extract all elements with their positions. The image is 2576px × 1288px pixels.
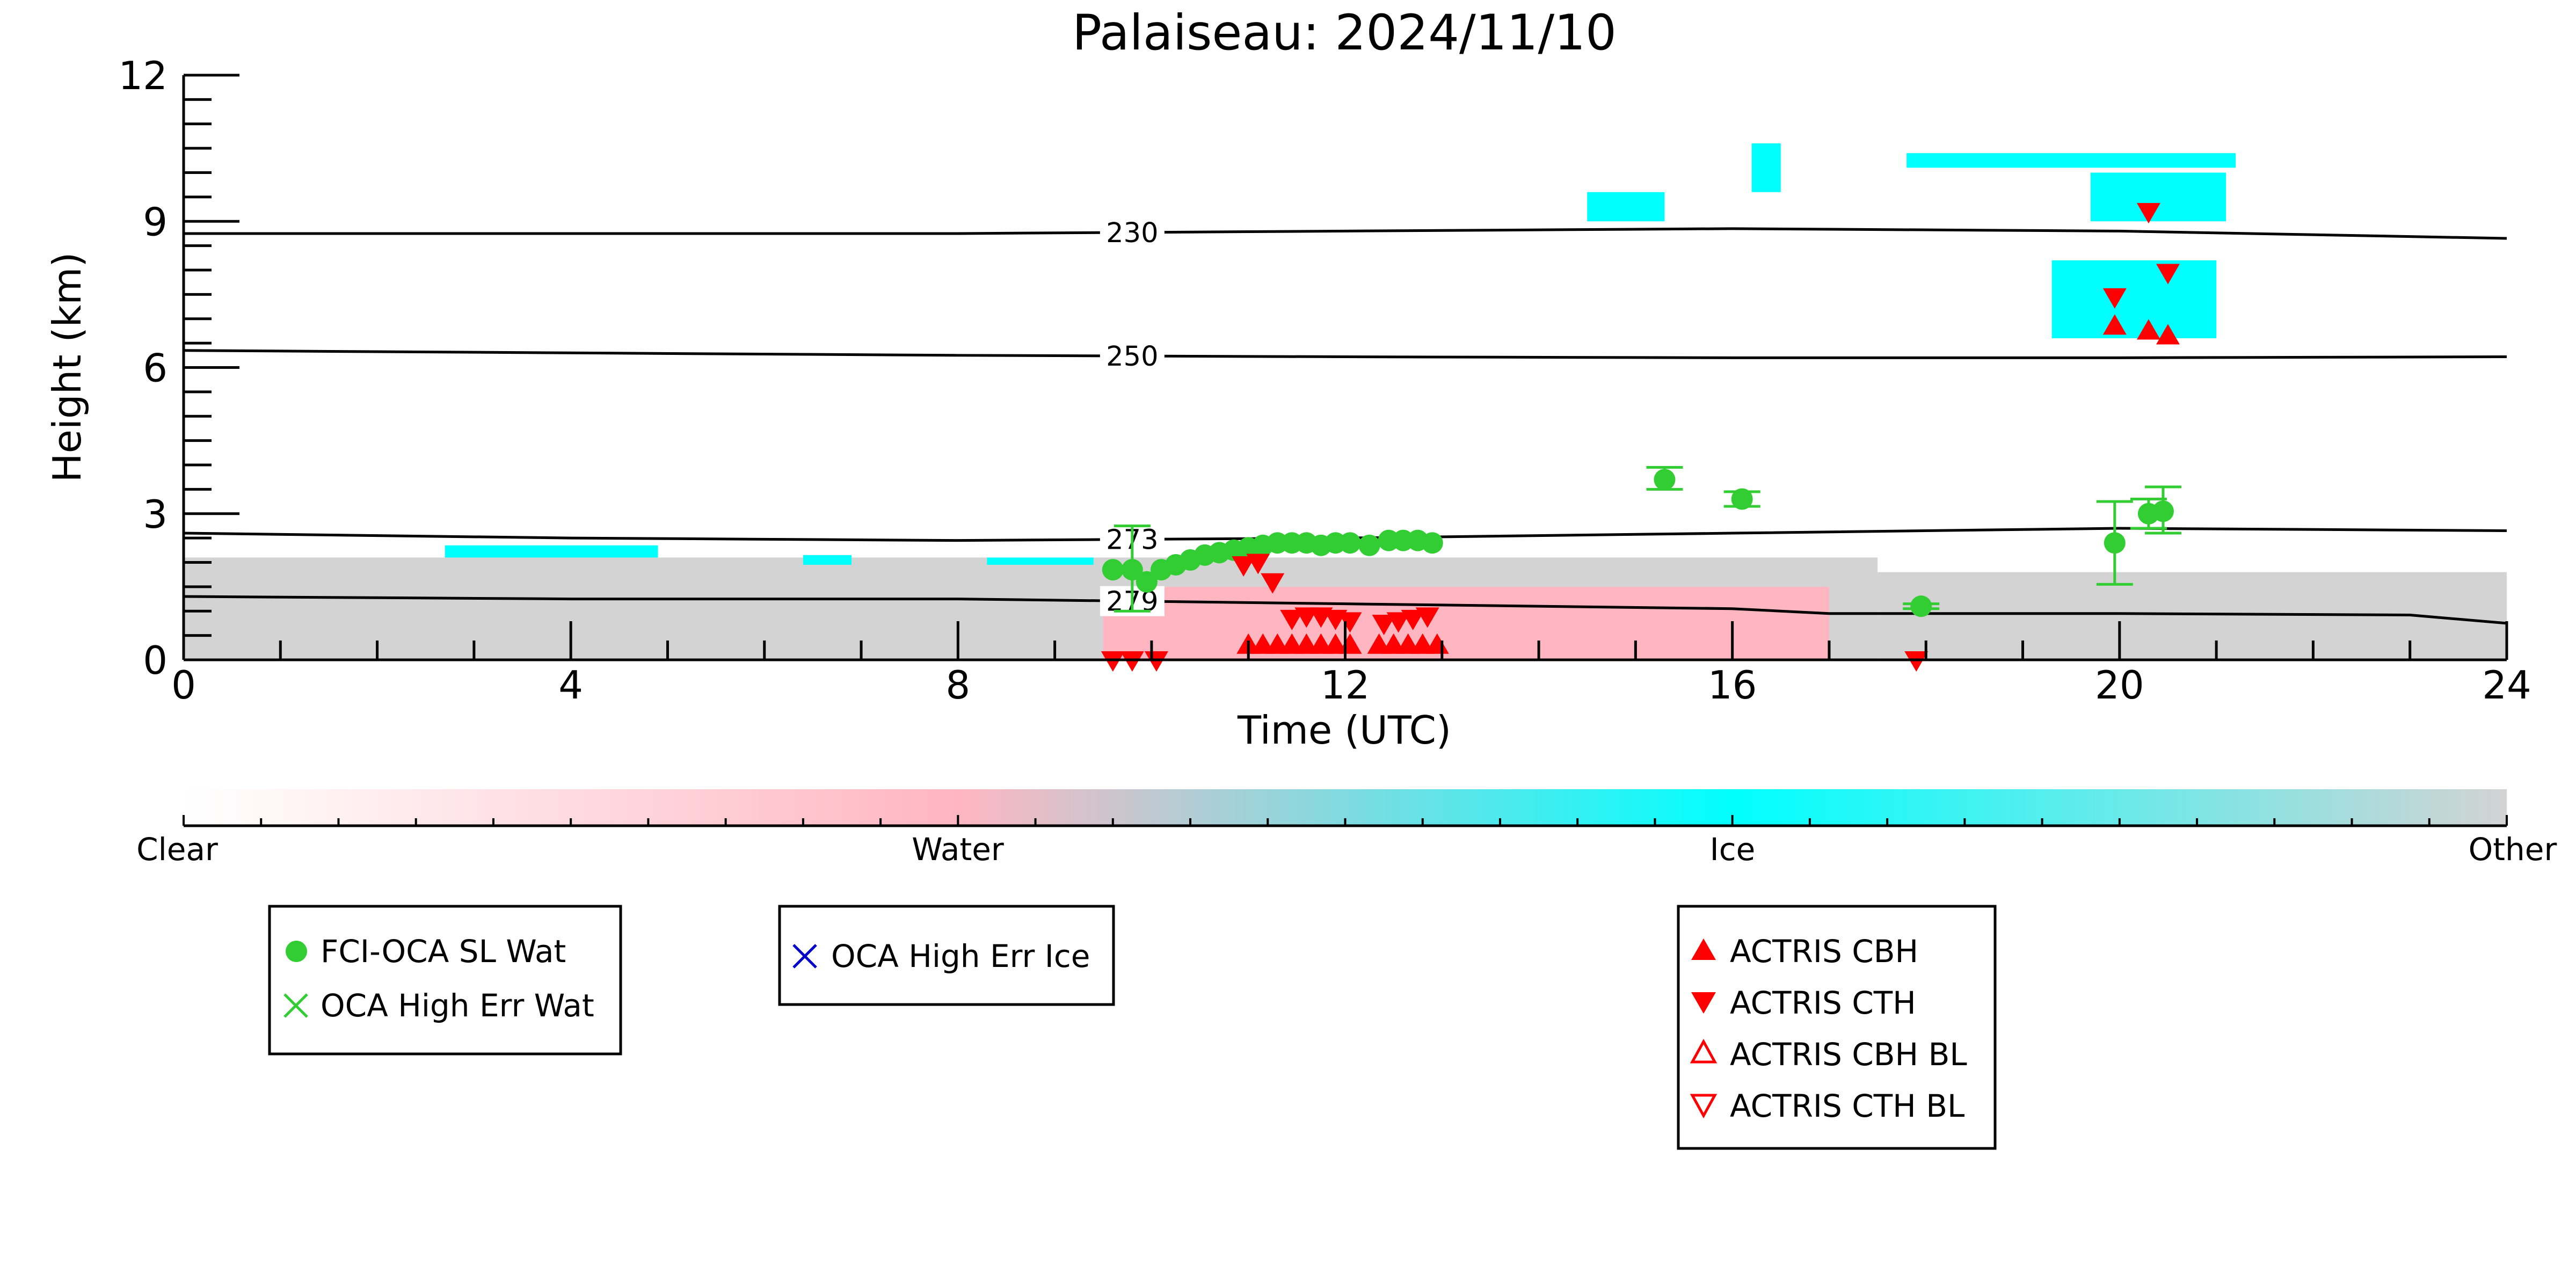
legend-box xyxy=(1677,905,1997,1150)
legend-label: OCA High Err Wat xyxy=(321,987,594,1024)
region-ice xyxy=(1906,153,2236,168)
legend-box xyxy=(778,905,1115,1006)
x-tick-label: 8 xyxy=(945,663,970,708)
contour-line xyxy=(184,595,2507,625)
marker-triangle-down xyxy=(2102,288,2127,309)
marker-triangle-down xyxy=(1280,609,1304,630)
legend-label: ACTRIS CTH xyxy=(1730,985,1916,1021)
x-tick-labels: 0 4 8 12 16 20 24 xyxy=(171,663,2531,708)
data-markers xyxy=(1101,203,2180,672)
legend-marker-open-triangle-up xyxy=(1690,1038,1718,1064)
region-ice xyxy=(987,557,1094,565)
marker-circle xyxy=(1358,534,1380,556)
contour-label: 250 xyxy=(1106,341,1158,373)
marker-triangle-down xyxy=(1246,554,1270,574)
x-tick-label: 0 xyxy=(171,663,196,708)
marker-circle xyxy=(1121,559,1143,581)
marker-triangle-up xyxy=(2136,319,2160,340)
marker-circle xyxy=(2104,532,2126,554)
x-axis-label: Time (UTC) xyxy=(1237,708,1451,753)
marker-triangle-down xyxy=(1101,651,1125,672)
marker-circle xyxy=(2152,500,2174,522)
legend-marker-x xyxy=(283,993,308,1018)
x-tick-label: 20 xyxy=(2095,663,2144,708)
colorbar-label-water: Water xyxy=(912,831,1004,868)
contour-line xyxy=(184,349,2507,359)
colorbar-label-clear: Clear xyxy=(136,831,218,868)
region-ice xyxy=(2051,260,2217,339)
marker-circle xyxy=(1421,532,1443,554)
y-axis-label: Height (km) xyxy=(45,252,90,483)
marker-triangle-down xyxy=(1144,651,1168,672)
classification-regions xyxy=(184,143,2507,660)
region-ice xyxy=(2090,172,2226,222)
region-ice xyxy=(1587,192,1665,222)
x-tick-label: 4 xyxy=(558,663,583,708)
marker-triangle-down xyxy=(2156,264,2180,285)
legend-oca-water: FCI-OCA SL Wat OCA High Err Wat xyxy=(268,905,622,1056)
x-tick-label: 12 xyxy=(1321,663,1370,708)
legend-marker-x xyxy=(792,944,817,969)
marker-triangle-down xyxy=(2136,203,2160,224)
contour-line xyxy=(184,227,2507,240)
marker-circle xyxy=(1339,532,1361,554)
legend-box xyxy=(268,905,622,1056)
chart-title: Palaiseau: 2024/11/10 xyxy=(1072,5,1617,61)
marker-triangle-down xyxy=(1401,609,1425,630)
contour-label-bg xyxy=(1100,217,1165,248)
region-water xyxy=(1103,586,1829,660)
legend-marker-open-triangle-down xyxy=(1690,1094,1718,1119)
legend-oca-ice: OCA High Err Ice xyxy=(778,905,1115,1006)
colorbar-ticks xyxy=(183,815,2508,826)
legend-label: FCI-OCA SL Wat xyxy=(321,933,566,970)
legend-label: ACTRIS CBH BL xyxy=(1730,1036,1967,1073)
marker-triangle-down xyxy=(1338,612,1362,633)
y-tick-label: 3 xyxy=(143,492,168,537)
y-tick-label: 9 xyxy=(143,199,168,244)
y-tick-label: 12 xyxy=(118,53,168,98)
marker-triangle-down xyxy=(1904,651,1929,672)
region-ice xyxy=(445,545,658,558)
y-tick-label: 0 xyxy=(143,638,168,683)
contour-label: 230 xyxy=(1106,217,1158,249)
legend-marker-filled-triangle-down xyxy=(1691,992,1716,1014)
marker-triangle-down xyxy=(1415,607,1439,628)
marker-triangle-down xyxy=(1372,614,1396,635)
marker-triangle-down xyxy=(1120,651,1144,672)
marker-circle xyxy=(1731,488,1753,510)
marker-triangle-up xyxy=(2102,314,2127,335)
y-tick-labels: 0 3 6 9 12 xyxy=(118,53,168,683)
legend-marker-filled-circle xyxy=(286,941,307,962)
region-ice xyxy=(1751,143,1781,192)
x-tick-label: 24 xyxy=(2482,663,2531,708)
marker-circle xyxy=(1136,571,1158,593)
colorbar: Clear Water Ice Other xyxy=(136,789,2557,868)
legend-actris: ACTRIS CBH ACTRIS CTH ACTRIS CBH BL ACTR… xyxy=(1677,905,1997,1150)
contour-label-bg xyxy=(1100,341,1165,372)
y-tick-label: 6 xyxy=(143,346,168,391)
region-ice xyxy=(803,555,852,565)
marker-circle xyxy=(1102,559,1124,581)
marker-circle xyxy=(1654,469,1676,491)
marker-triangle-down xyxy=(1386,612,1410,633)
colorbar-label-other: Other xyxy=(2469,831,2557,868)
marker-triangle-down xyxy=(1232,556,1256,577)
marker-triangle-down xyxy=(1261,573,1285,594)
axes xyxy=(182,74,2508,661)
marker-triangle-up xyxy=(2156,324,2180,345)
legend-label: ACTRIS CBH xyxy=(1730,933,1918,970)
legend-label: OCA High Err Ice xyxy=(831,938,1090,974)
marker-circle xyxy=(1910,595,1932,617)
x-tick-label: 16 xyxy=(1708,663,1757,708)
colorbar-label-ice: Ice xyxy=(1710,831,1756,868)
legend-marker-filled-triangle-up xyxy=(1691,938,1716,960)
legend-label: ACTRIS CTH BL xyxy=(1730,1088,1964,1124)
